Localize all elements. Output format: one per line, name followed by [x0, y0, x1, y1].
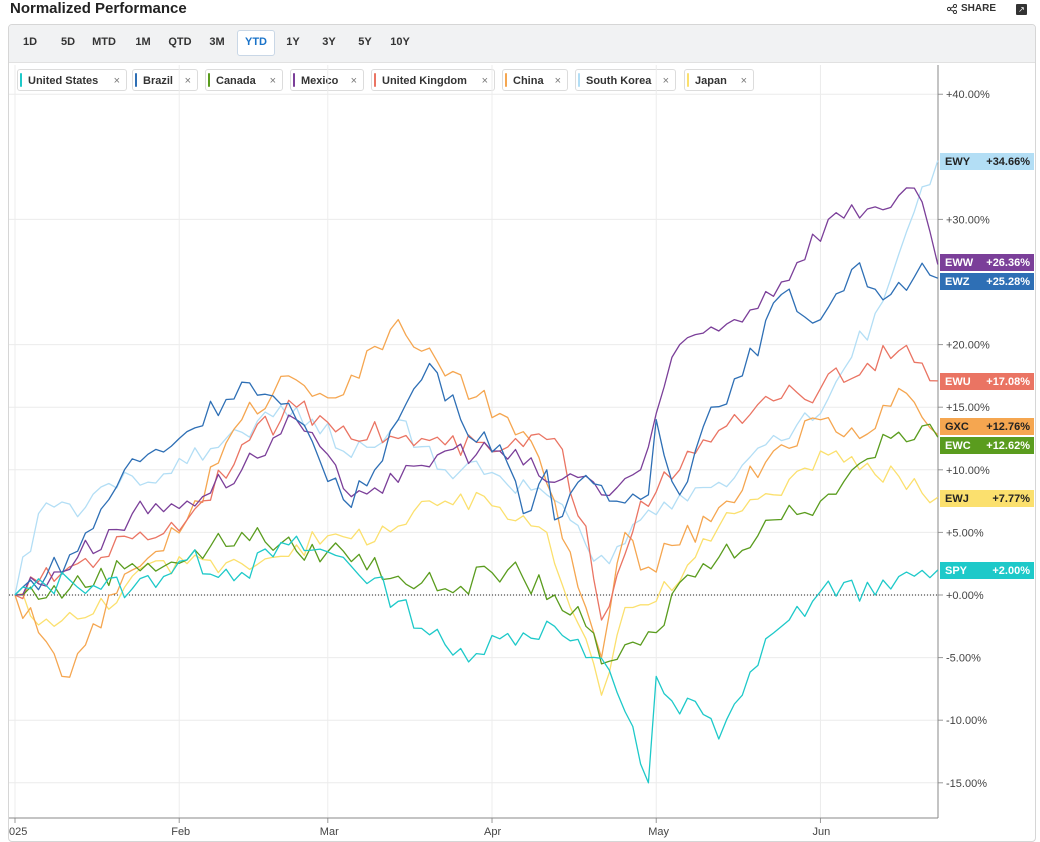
share-button[interactable]: SHARE	[946, 3, 996, 14]
x-tick-label: May	[648, 826, 669, 838]
series-line-brazil	[14, 262, 939, 596]
last-value-badge	[940, 490, 1034, 507]
last-value-label: +2.00%	[992, 565, 1030, 577]
chart-panel: 1D 5D MTD 1M QTD 3M YTD 1Y 3Y 5Y 10Y United States…	[8, 24, 1036, 842]
legend-chip-japan[interactable]: Japan ×	[684, 69, 754, 91]
y-tick-label: +15.00%	[946, 402, 990, 414]
x-tick-label: Jun	[812, 826, 830, 838]
timeframe-1y[interactable]: 1Y	[286, 36, 300, 48]
legend-chip-brazil[interactable]: Brazil ×	[132, 69, 198, 91]
share-label: SHARE	[960, 3, 996, 14]
x-tick-label: Feb	[171, 826, 190, 838]
series-line-mexico	[14, 187, 939, 596]
y-tick-label: +40.00%	[946, 89, 990, 101]
y-tick-label: +30.00%	[946, 214, 990, 226]
timeframe-toolbar: 1D 5D MTD 1M QTD 3M YTD 1Y 3Y 5Y 10Y	[9, 25, 1035, 63]
legend-chip-label: Canada	[216, 75, 256, 87]
legend-color-swatch	[578, 73, 580, 87]
remove-series-icon[interactable]: ×	[184, 75, 191, 87]
legend-chip-label: Mexico	[301, 75, 339, 87]
timeframe-3y[interactable]: 3Y	[322, 36, 336, 48]
remove-series-icon[interactable]: ×	[269, 75, 276, 87]
timeframe-ytd[interactable]: YTD	[237, 30, 275, 56]
y-tick-label: -5.00%	[946, 653, 981, 665]
last-value-label: +12.76%	[986, 421, 1030, 433]
legend-chip-label: South Korea	[586, 75, 652, 87]
x-tick-label: Apr	[484, 826, 501, 838]
legend-color-swatch	[135, 73, 137, 87]
x-tick-label: 025	[9, 826, 27, 838]
last-value-badge	[940, 437, 1034, 454]
legend-chip-china[interactable]: China ×	[502, 69, 568, 91]
y-tick-label: +20.00%	[946, 340, 990, 352]
legend-chip-label: Brazil	[143, 75, 173, 87]
timeframe-5d[interactable]: 5D	[60, 36, 76, 48]
last-value-ticker: EWY	[945, 156, 971, 168]
timeframe-1d[interactable]: 1D	[22, 36, 38, 48]
legend-color-swatch	[687, 73, 689, 87]
legend-chip-south-korea[interactable]: South Korea ×	[575, 69, 676, 91]
last-value-label: +34.66%	[986, 156, 1030, 168]
last-value-ticker: EWW	[945, 257, 974, 269]
legend-chip-label: United Kingdom	[382, 75, 467, 87]
y-tick-label: +5.00%	[946, 527, 984, 539]
timeframe-qtd[interactable]: QTD	[168, 36, 192, 48]
y-tick-label: -15.00%	[946, 778, 987, 790]
last-value-ticker: EWJ	[945, 493, 969, 505]
legend-chip-canada[interactable]: Canada ×	[205, 69, 283, 91]
last-value-badge	[940, 153, 1034, 170]
legend-chip-label: United States	[28, 75, 99, 87]
legend-chip-united-kingdom[interactable]: United Kingdom ×	[371, 69, 495, 91]
timeframe-1m[interactable]: 1M	[135, 36, 151, 48]
performance-chart: +40.00% +30.00% +20.00% +15.00% +10.00% +5.00…	[9, 65, 1034, 838]
last-value-badge	[940, 254, 1034, 271]
page-title: Normalized Performance	[10, 0, 187, 17]
timeframe-5y[interactable]: 5Y	[358, 36, 372, 48]
legend-color-swatch	[374, 73, 376, 87]
remove-series-icon[interactable]: ×	[350, 75, 357, 87]
last-value-badge	[940, 273, 1034, 290]
last-value-ticker: EWZ	[945, 276, 970, 288]
remove-series-icon[interactable]: ×	[740, 75, 747, 87]
last-value-label: +25.28%	[986, 276, 1030, 288]
timeframe-10y[interactable]: 10Y	[390, 36, 410, 48]
series-line-south-korea	[14, 160, 939, 596]
series-line-china	[14, 318, 939, 678]
last-value-label: +17.08%	[986, 376, 1030, 388]
last-value-ticker: SPY	[945, 565, 968, 577]
remove-series-icon[interactable]: ×	[481, 75, 488, 87]
last-value-ticker: GXC	[945, 421, 969, 433]
series-line-united-states	[14, 535, 939, 784]
legend-chip-label: Japan	[695, 75, 727, 87]
last-value-label: +26.36%	[986, 257, 1030, 269]
timeframe-3m[interactable]: 3M	[209, 36, 225, 48]
legend-color-swatch	[208, 73, 210, 87]
legend-chip-mexico[interactable]: Mexico ×	[290, 69, 364, 91]
legend-color-swatch	[505, 73, 507, 87]
y-tick-label: -10.00%	[946, 715, 987, 727]
last-value-badge	[940, 373, 1034, 390]
remove-series-icon[interactable]: ×	[554, 75, 561, 87]
timeframe-mtd[interactable]: MTD	[92, 36, 116, 48]
y-tick-label: +10.00%	[946, 465, 990, 477]
legend-chip-label: China	[513, 75, 544, 87]
series-line-japan	[14, 450, 939, 696]
legend-chip-united-states[interactable]: United States ×	[17, 69, 127, 91]
last-value-label: +7.77%	[992, 493, 1030, 505]
last-value-badge	[940, 418, 1034, 435]
remove-series-icon[interactable]: ×	[662, 75, 669, 87]
last-value-ticker: EWC	[945, 440, 971, 452]
last-value-badge	[940, 562, 1034, 579]
x-tick-label: Mar	[320, 826, 339, 838]
share-icon	[946, 3, 957, 14]
expand-icon[interactable]: ↗	[1016, 4, 1027, 15]
legend-color-swatch	[293, 73, 295, 87]
last-value-label: +12.62%	[986, 440, 1030, 452]
series-line-canada	[15, 423, 939, 665]
legend-color-swatch	[20, 73, 22, 87]
last-value-ticker: EWU	[945, 376, 971, 388]
remove-series-icon[interactable]: ×	[113, 75, 120, 87]
y-tick-label: +0.00%	[946, 590, 984, 602]
